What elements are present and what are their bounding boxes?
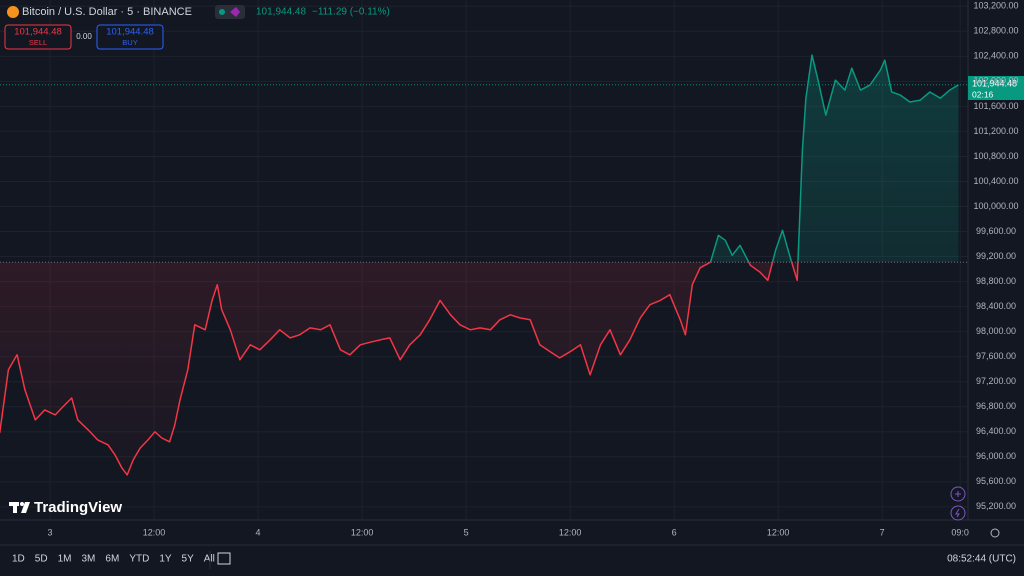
y-tick-label: 102,400.00: [973, 51, 1018, 61]
y-tick-label: 99,600.00: [976, 226, 1016, 236]
x-tick-label: 12:00: [767, 527, 790, 537]
x-tick-label: 4: [256, 527, 261, 537]
y-tick-label: 102,800.00: [973, 26, 1018, 36]
x-tick-label: 12:00: [351, 527, 374, 537]
range-button[interactable]: All: [204, 554, 215, 565]
y-tick-label: 96,000.00: [976, 451, 1016, 461]
y-tick-label: 97,600.00: [976, 351, 1016, 361]
price-tag: [968, 76, 1024, 100]
x-tick-label: 3: [48, 527, 53, 537]
range-button[interactable]: 5D: [35, 554, 48, 565]
x-tick-label: 5: [464, 527, 469, 537]
buy-button[interactable]: [96, 24, 164, 50]
logo-mark: [9, 502, 30, 513]
range-button[interactable]: 6M: [105, 554, 119, 565]
sell-price: 101,944.48: [14, 27, 62, 38]
y-tick-label: 96,800.00: [976, 401, 1016, 411]
date-range-button[interactable]: [217, 552, 231, 565]
y-tick-label: 98,000.00: [976, 326, 1016, 336]
sell-button[interactable]: [4, 24, 72, 50]
y-tick-label: 98,400.00: [976, 301, 1016, 311]
y-tick-label: 96,400.00: [976, 426, 1016, 436]
buy-label: BUY: [122, 38, 137, 47]
range-button[interactable]: 1M: [58, 554, 72, 565]
y-tick-label: 102,000.00: [973, 76, 1018, 86]
range-button[interactable]: 1Y: [159, 554, 172, 565]
header-change: −111.29 (−0.11%): [312, 7, 390, 18]
price-line-above: [708, 54, 959, 263]
settings-button[interactable]: [990, 528, 1000, 538]
clock: 08:52:44 (UTC): [947, 554, 1016, 565]
y-tick-label: 97,200.00: [976, 376, 1016, 386]
y-tick-label: 101,200.00: [973, 126, 1018, 136]
logo-text: TradingView: [34, 499, 122, 516]
x-tick-label: 12:00: [143, 527, 166, 537]
buy-price: 101,944.48: [106, 27, 154, 38]
x-tick-label: 09:0: [951, 527, 969, 537]
add-icon: [955, 491, 961, 497]
y-tick-label: 103,200.00: [973, 1, 1018, 11]
btc-icon: [7, 6, 19, 18]
data-icon: [230, 7, 240, 17]
x-tick-label: 6: [672, 527, 677, 537]
range-button[interactable]: 1D: [12, 554, 25, 565]
y-tick-label: 100,800.00: [973, 151, 1018, 161]
flash-button[interactable]: [950, 505, 966, 521]
range-button[interactable]: 5Y: [182, 554, 195, 565]
range-button[interactable]: YTD: [129, 554, 149, 565]
symbol-title[interactable]: Bitcoin / U.S. Dollar · 5 · BINANCE: [22, 6, 192, 18]
header-price: 101,944.48: [256, 7, 306, 18]
price-line-below: [0, 262, 799, 476]
y-tick-label: 95,600.00: [976, 476, 1016, 486]
y-tick-label: 99,200.00: [976, 251, 1016, 261]
x-tick-label: 12:00: [559, 527, 582, 537]
market-open-dot: [219, 9, 225, 15]
y-tick-label: 95,200.00: [976, 501, 1016, 511]
spread: 0.00: [76, 32, 92, 41]
area-below: [0, 262, 798, 475]
price-tag-price: 101,944.48: [972, 78, 1017, 88]
area-above: [0, 55, 959, 263]
y-tick-label: 101,600.00: [973, 101, 1018, 111]
sell-label: SELL: [29, 38, 47, 47]
price-tag-countdown: 02:16: [972, 89, 994, 99]
x-tick-label: 7: [880, 527, 885, 537]
range-button[interactable]: 3M: [82, 554, 96, 565]
flash-icon: [955, 508, 960, 518]
y-tick-label: 98,800.00: [976, 276, 1016, 286]
y-tick-label: 100,000.00: [973, 201, 1018, 211]
y-tick-label: 100,400.00: [973, 176, 1018, 186]
